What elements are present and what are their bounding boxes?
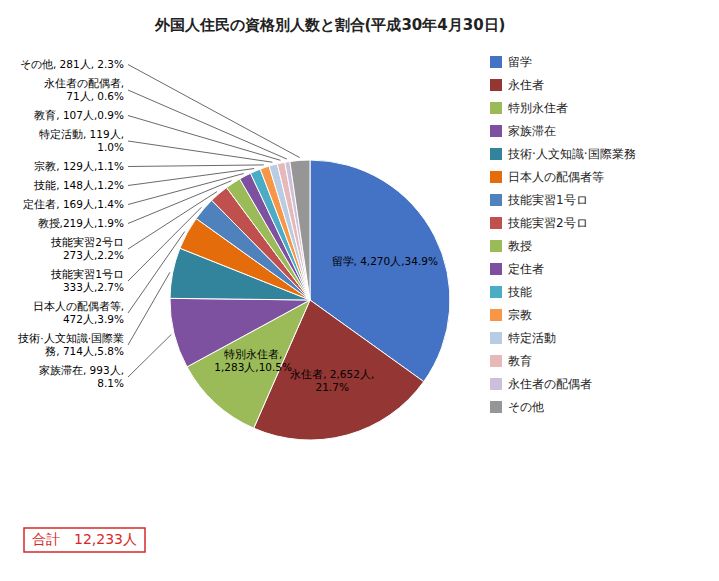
data-label: 永住者, 2,652人,21.7% bbox=[290, 368, 374, 393]
legend-entry: 技術·人文知識·国際業務 bbox=[507, 147, 636, 161]
legend-swatch bbox=[490, 194, 502, 206]
data-label: 定住者, 169人,1.4% bbox=[23, 198, 124, 210]
legend-swatch bbox=[490, 355, 502, 367]
leader-line bbox=[128, 141, 272, 162]
legend-swatch bbox=[490, 125, 502, 137]
data-label: 教授,219人,1.9% bbox=[38, 217, 124, 229]
legend-swatch bbox=[490, 56, 502, 68]
data-label: 技能, 148人,1.2% bbox=[33, 179, 124, 191]
data-labels: 留学, 4,270人,34.9% 永住者, 2,652人,21.7%特別永住者,1… bbox=[17, 58, 438, 393]
title: 外国人住民の資格別人数と割合(平成30年4月30日) bbox=[154, 16, 506, 34]
leader-line bbox=[128, 65, 300, 158]
data-label: 宗教, 129人,1.1% bbox=[34, 160, 124, 172]
data-label: 教育, 107人,0.9% bbox=[34, 109, 124, 121]
legend-entry: 技能 bbox=[507, 285, 532, 299]
pie-slice bbox=[290, 160, 310, 300]
data-label: 特別永住者,1,283人,10.5% bbox=[214, 348, 292, 373]
legend-entry: 永住者の配偶者 bbox=[508, 377, 592, 391]
legend-swatch bbox=[490, 378, 502, 390]
legend-entry: その他 bbox=[508, 400, 544, 414]
legend-entry: 永住者 bbox=[508, 78, 544, 92]
leader-line bbox=[128, 90, 287, 159]
data-label: 日本人の配偶者等,472人,3.9% bbox=[33, 300, 124, 325]
data-label: 技術·人文知識·国際業務, 714人,5.8% bbox=[17, 332, 124, 357]
legend-entry: 宗教 bbox=[508, 308, 532, 322]
legend-swatch bbox=[490, 332, 502, 344]
pie-slice bbox=[170, 298, 310, 367]
data-label: 特定活動, 119人,1.0% bbox=[39, 128, 124, 153]
slices bbox=[170, 160, 450, 440]
leader-line bbox=[128, 165, 264, 167]
legend-entry: 教授 bbox=[508, 239, 532, 253]
legend-swatch bbox=[490, 263, 502, 275]
data-label: 技能実習2号ロ273人,2.2% bbox=[50, 236, 124, 261]
data-label: その他, 281人, 2.3% bbox=[20, 58, 124, 70]
data-label: 家族滞在, 993人,8.1% bbox=[39, 364, 124, 389]
chart: 外国人住民の資格別人数と割合(平成30年4月30日) 留学, 4,270人,34.… bbox=[0, 0, 719, 581]
legend-entry: 教育 bbox=[508, 354, 532, 368]
legend-swatch bbox=[490, 217, 502, 229]
annotation-box bbox=[24, 528, 145, 552]
legend-entry: 特定活動 bbox=[508, 331, 556, 345]
data-label: 永住者の配偶者,71人, 0.6% bbox=[44, 77, 124, 102]
legend-swatch bbox=[490, 148, 502, 160]
data-label: 技能実習1号ロ333人,2.7% bbox=[50, 268, 124, 293]
legend-entry: 技能実習1号ロ bbox=[507, 193, 588, 207]
leader-line bbox=[128, 116, 280, 161]
legend-swatch bbox=[490, 401, 502, 413]
leader-line bbox=[128, 232, 185, 313]
legend-entry: 日本人の配偶者等 bbox=[508, 170, 604, 184]
legend-swatch bbox=[490, 240, 502, 252]
leader-line bbox=[128, 207, 201, 281]
leader-line bbox=[128, 169, 254, 186]
legend-swatch bbox=[490, 102, 502, 114]
leader-line bbox=[128, 192, 217, 249]
legend-swatch bbox=[490, 309, 502, 321]
legend-entry: 留学 bbox=[508, 55, 532, 69]
leader-line bbox=[128, 334, 171, 377]
legend: 留学永住者特別永住者家族滞在技術·人文知識·国際業務日本人の配偶者等技能実習1号… bbox=[490, 55, 636, 414]
legend-entry: 技能実習2号ロ bbox=[507, 216, 588, 230]
legend-swatch bbox=[490, 79, 502, 91]
legend-entry: 特別永住者 bbox=[508, 101, 568, 115]
annotation: 合計 12,233人 bbox=[24, 528, 145, 552]
data-label: 留学, 4,270人,34.9% bbox=[332, 255, 438, 267]
leader-line bbox=[128, 272, 170, 345]
legend-entry: 家族滞在 bbox=[508, 124, 556, 138]
legend-swatch bbox=[490, 286, 502, 298]
leader-line bbox=[128, 181, 231, 224]
legend-entry: 定住者 bbox=[508, 262, 544, 276]
legend-swatch bbox=[490, 171, 502, 183]
annotation-text: 合計 12,233人 bbox=[32, 531, 137, 547]
